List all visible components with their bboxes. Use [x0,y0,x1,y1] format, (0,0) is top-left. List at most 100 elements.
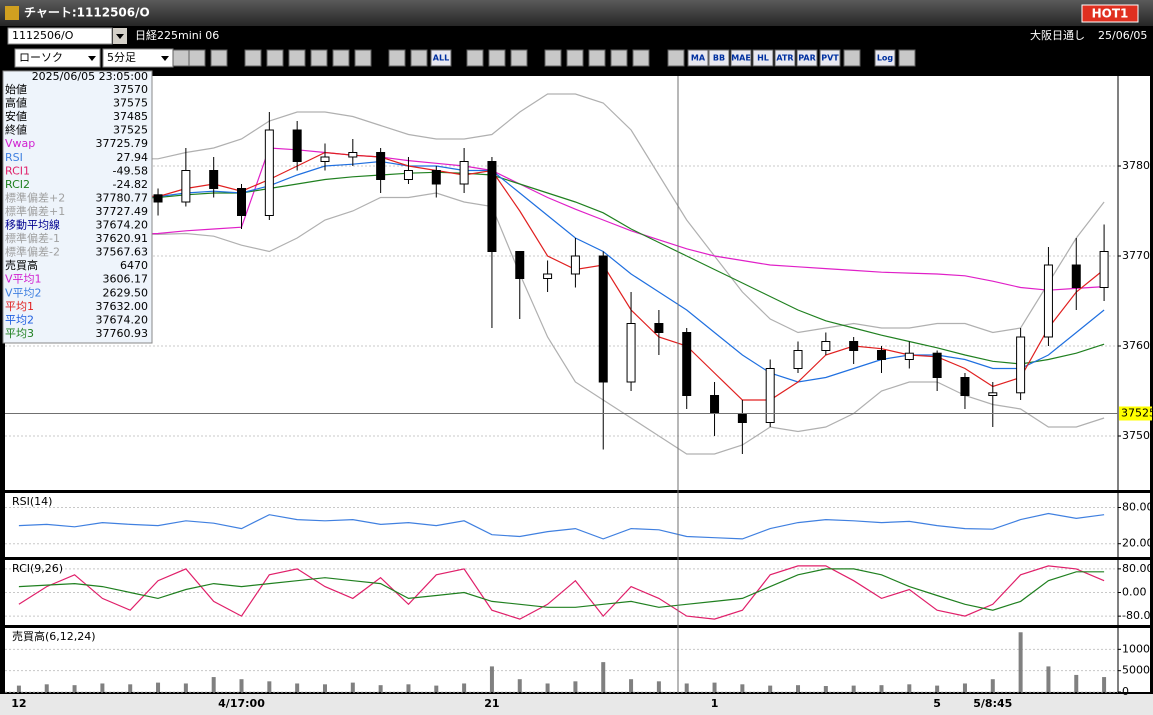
volume-bar [406,684,411,692]
toolbar-icon[interactable] [566,49,584,67]
hot-button[interactable] [1081,4,1139,23]
candle-body [1071,264,1081,288]
volume-bar [44,684,49,692]
toolbar-icon[interactable] [354,49,372,67]
volume-bar [1018,632,1023,692]
toolbar-icon-label[interactable]: Log [877,54,894,63]
toolbar-icon-label[interactable]: MAE [731,54,751,63]
series-line [18,565,1105,620]
info-value: 3606.17 [103,273,149,286]
toolbar-icon[interactable] [610,49,628,67]
candle-body [876,350,886,360]
x-axis-bar [0,694,1153,715]
candle-body [348,152,358,158]
volume-bar [907,684,912,692]
volume-bar [378,685,383,692]
candle-body [765,368,775,423]
volume-bar [962,683,967,692]
info-value: 27.94 [117,151,149,164]
candle-body [431,170,441,185]
toolbar-icon[interactable] [410,49,428,67]
info-label: 標準偏差-2 [5,245,60,259]
volume-bar [156,682,161,692]
toolbar-icon[interactable] [488,49,506,67]
y-tick-label: 37600 [1122,339,1153,352]
toolbar-icon[interactable] [843,49,861,67]
toolbar-icon[interactable] [819,49,841,67]
chart-style-select[interactable] [14,48,101,68]
candle-body [459,161,469,185]
candle-body [904,352,914,361]
toolbar-icon[interactable] [667,49,685,67]
hot-label[interactable]: HOT1 [1092,7,1129,21]
info-value: -49.58 [113,164,148,177]
info-timestamp: 2025/06/05 23:05:00 [32,70,148,83]
toolbar-icon[interactable] [752,49,774,67]
info-value: 37485 [113,110,148,123]
y-tick-label: 37700 [1122,249,1153,262]
candle-body [1043,264,1053,338]
info-label: V平均2 [5,286,42,299]
interval[interactable]: 5分足 [107,51,136,64]
info-label: 平均2 [5,313,34,326]
window-title: チャート:1112506/O [24,6,150,20]
toolbar-icon[interactable] [388,49,406,67]
candle-body [932,352,942,379]
info-value: 37567.63 [96,246,149,259]
volume-bar [183,683,188,692]
toolbar-icon-label[interactable]: PVT [821,54,839,63]
toolbar-icon[interactable] [510,49,528,67]
toolbar-icon[interactable] [172,49,190,67]
toolbar-icon-label[interactable]: MA [691,54,706,63]
app-icon [5,6,19,20]
toolbar-icon[interactable] [588,49,606,67]
symbol-name: 日経225mini 06 [135,29,219,42]
symbol-input[interactable] [7,27,113,45]
volume-bar [740,684,745,692]
y-tick-label: 0.00 [1122,586,1147,599]
market-date: 25/06/05 [1098,29,1147,42]
toolbar-icon-label[interactable]: PAR [798,54,815,63]
toolbar-icon[interactable] [898,49,916,67]
toolbar-icon[interactable] [796,49,818,67]
volume-bar [1046,666,1051,692]
toolbar-icon[interactable] [244,49,262,67]
toolbar-icon-label[interactable]: ATR [776,54,793,63]
toolbar-icon[interactable] [332,49,350,67]
info-value: 37525 [113,124,148,137]
info-label: RSI [5,151,23,164]
dropdown-arrow [88,56,96,61]
info-value: 37620.91 [96,232,149,245]
toolbar-icon[interactable] [687,49,709,67]
volume-bar [517,679,522,692]
toolbar-icon[interactable] [266,49,284,67]
toolbar-icon-label[interactable]: HL [757,54,769,63]
symbol-code[interactable]: 1112506/O [12,29,74,42]
x-tick-label: 21 [484,697,499,710]
toolbar-icon[interactable] [466,49,484,67]
toolbar-icon[interactable] [544,49,562,67]
volume-bar [267,681,272,692]
series-line [18,171,1105,365]
pane-title: RCI(9,26) [12,562,63,575]
candle-body [737,413,747,423]
toolbar-icon[interactable] [730,49,752,67]
info-value: 37780.77 [96,191,149,204]
info-value: 6470 [120,259,148,272]
toolbar-icon[interactable] [188,49,206,67]
toolbar-icon-label[interactable]: ALL [433,54,449,63]
toolbar-icon[interactable] [874,49,896,67]
toolbar-icon[interactable] [210,49,228,67]
toolbar-icon[interactable] [708,49,730,67]
toolbar-icon[interactable] [288,49,306,67]
toolbar-icon[interactable] [632,49,650,67]
toolbar-icon[interactable] [310,49,328,67]
toolbar-icon[interactable] [430,49,452,67]
candle-body [1099,251,1109,288]
pane-title: 売買高(6,12,24) [12,629,96,643]
toolbar-icon-label[interactable]: BB [713,54,725,63]
info-label: RCI2 [5,178,30,191]
toolbar-icon[interactable] [774,49,796,67]
candle-body [626,323,636,383]
chart-style[interactable]: ローソク [19,51,63,64]
